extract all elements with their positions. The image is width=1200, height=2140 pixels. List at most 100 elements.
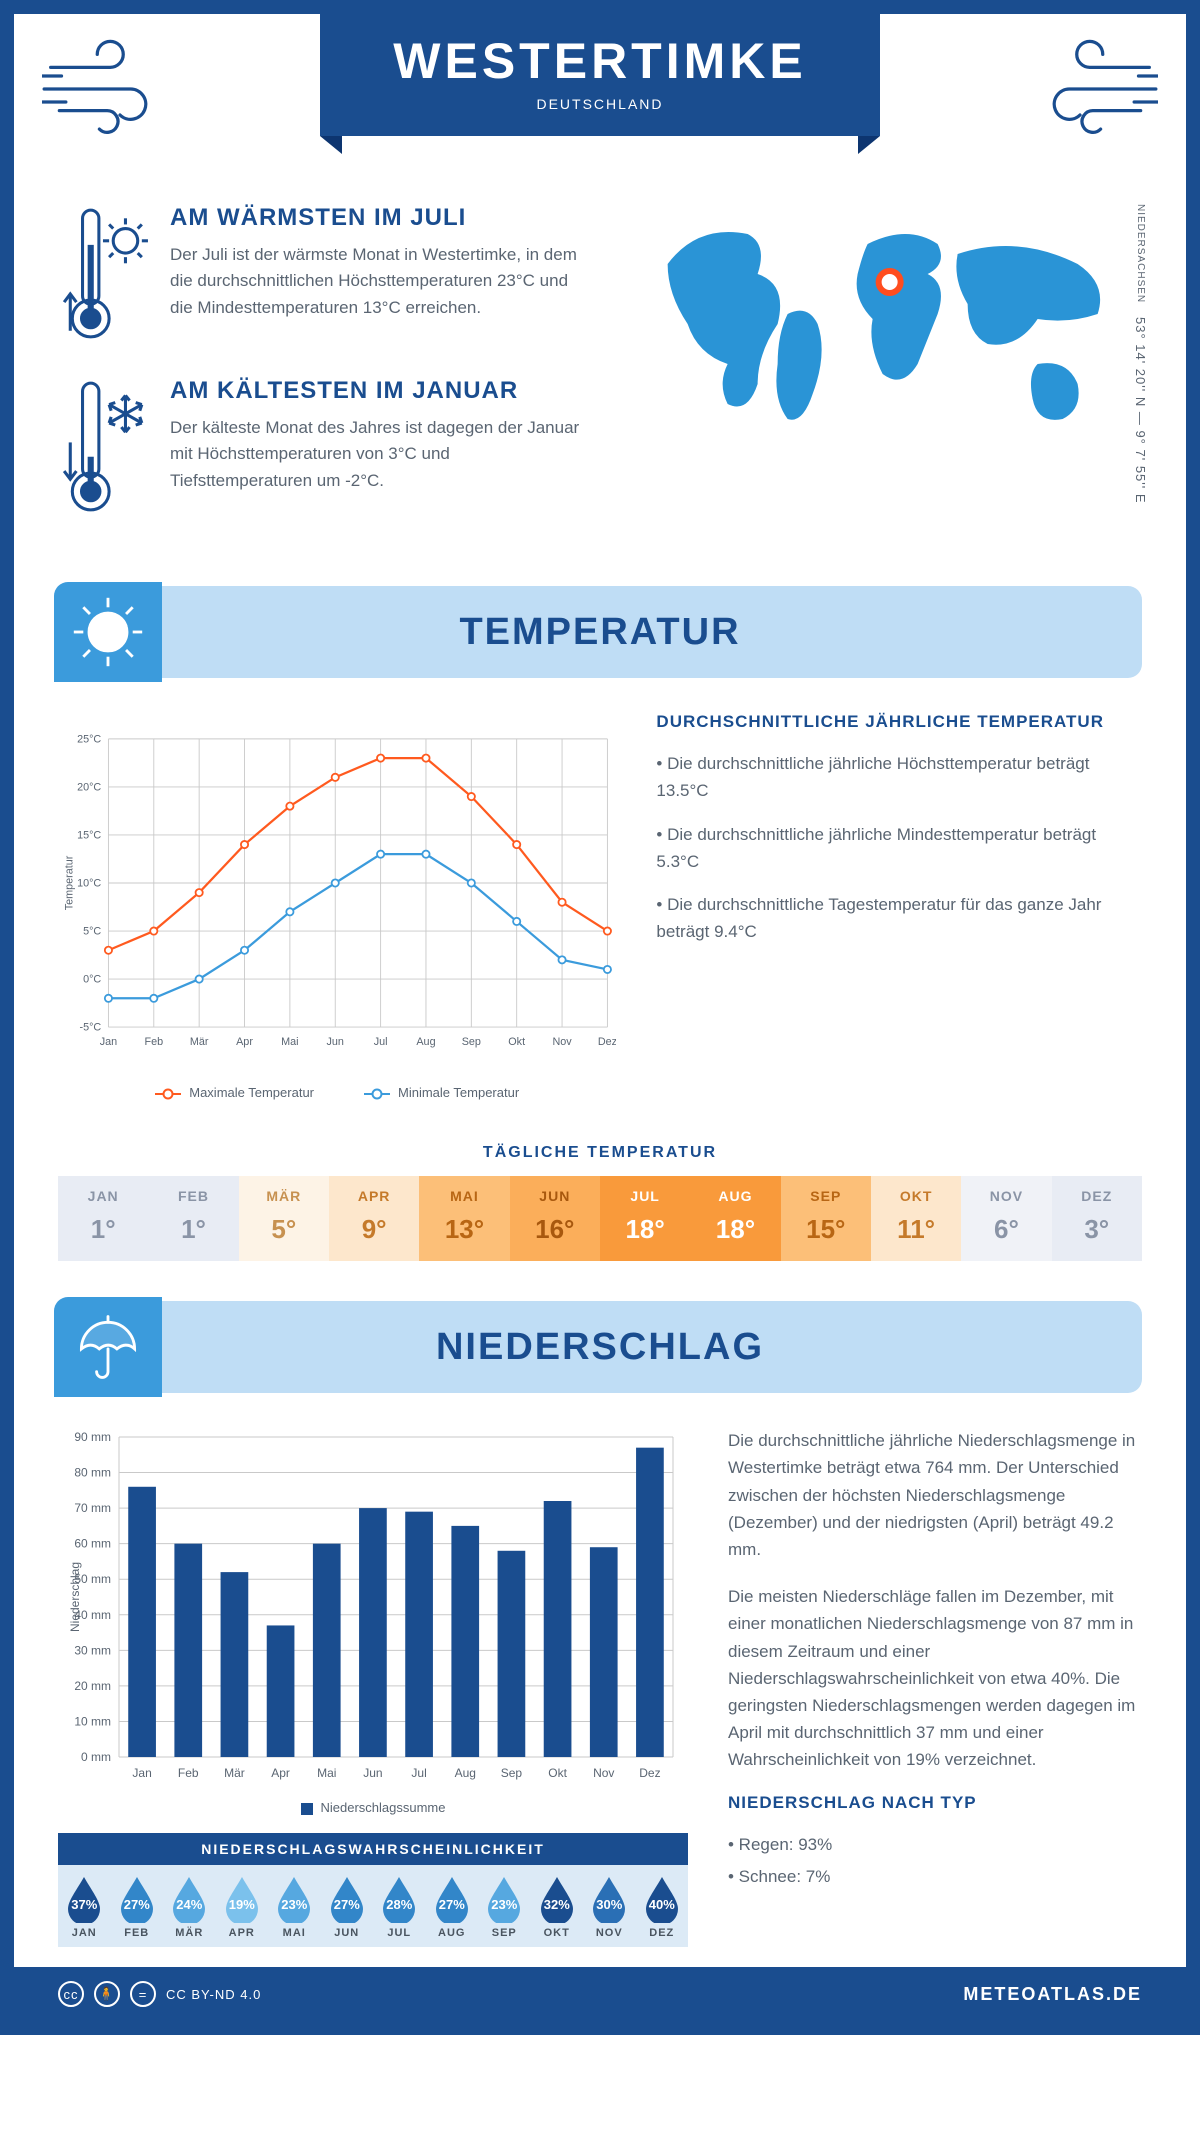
- svg-text:60 mm: 60 mm: [74, 1537, 111, 1551]
- svg-text:10 mm: 10 mm: [74, 1715, 111, 1729]
- section-title: NIEDERSCHLAG: [436, 1326, 764, 1369]
- world-map-icon: [633, 204, 1142, 464]
- header: WESTERTIMKE DEUTSCHLAND: [14, 14, 1186, 194]
- fact-title: AM KÄLTESTEN IM JANUAR: [170, 377, 593, 405]
- prob-cell: 27% FEB: [111, 1865, 164, 1947]
- svg-text:Dez: Dez: [598, 1036, 617, 1048]
- section-header-temperature: TEMPERATUR: [58, 586, 1142, 678]
- daily-temp-title: TÄGLICHE TEMPERATUR: [14, 1144, 1186, 1162]
- prob-cell: 24% MÄR: [163, 1865, 216, 1947]
- raindrop-icon: 30%: [589, 1875, 629, 1923]
- thermometer-cold-icon: [58, 377, 150, 520]
- daily-cell: MAI13°: [419, 1176, 509, 1261]
- raindrop-icon: 27%: [117, 1875, 157, 1923]
- wind-icon: [1028, 34, 1158, 144]
- location-country: DEUTSCHLAND: [320, 96, 880, 112]
- daily-cell: DEZ3°: [1052, 1176, 1142, 1261]
- sun-icon: [54, 582, 162, 682]
- section-title: TEMPERATUR: [459, 611, 740, 654]
- svg-text:Apr: Apr: [271, 1766, 290, 1780]
- svg-text:Jun: Jun: [327, 1036, 344, 1048]
- svg-text:Niederschlag: Niederschlag: [68, 1562, 82, 1632]
- svg-text:Feb: Feb: [144, 1036, 163, 1048]
- precip-chart: 0 mm10 mm20 mm30 mm40 mm50 mm60 mm70 mm8…: [58, 1427, 688, 1947]
- precip-summary: Die durchschnittliche jährliche Niedersc…: [728, 1427, 1142, 1947]
- precip-block: 0 mm10 mm20 mm30 mm40 mm50 mm60 mm70 mm8…: [14, 1393, 1186, 1967]
- svg-text:5°C: 5°C: [83, 926, 101, 938]
- svg-text:Mai: Mai: [317, 1766, 336, 1780]
- raindrop-icon: 23%: [274, 1875, 314, 1923]
- daily-cell: JUN16°: [510, 1176, 600, 1261]
- raindrop-icon: 32%: [537, 1875, 577, 1923]
- svg-text:Mai: Mai: [281, 1036, 298, 1048]
- svg-text:Dez: Dez: [639, 1766, 660, 1780]
- map-area: NIEDERSACHSEN 53° 14' 20'' N — 9° 7' 55'…: [633, 204, 1142, 550]
- temperature-block: -5°C0°C5°C10°C15°C20°C25°CJanFebMärAprMa…: [14, 678, 1186, 1120]
- footer: cc 🧍 = CC BY-ND 4.0 METEOATLAS.DE: [14, 1967, 1186, 2021]
- brand: METEOATLAS.DE: [963, 1984, 1142, 2005]
- license: cc 🧍 = CC BY-ND 4.0: [58, 1981, 261, 2007]
- chart-legend: Maximale Temperatur Minimale Temperatur: [58, 1085, 616, 1100]
- daily-cell: SEP15°: [781, 1176, 871, 1261]
- svg-text:20°C: 20°C: [77, 782, 101, 794]
- location-title: WESTERTIMKE: [320, 32, 880, 90]
- svg-text:Sep: Sep: [462, 1036, 481, 1048]
- svg-text:Aug: Aug: [455, 1766, 476, 1780]
- daily-cell: OKT11°: [871, 1176, 961, 1261]
- raindrop-icon: 27%: [327, 1875, 367, 1923]
- facts: AM WÄRMSTEN IM JULI Der Juli ist der wär…: [58, 204, 593, 550]
- svg-text:70 mm: 70 mm: [74, 1501, 111, 1515]
- svg-text:0 mm: 0 mm: [81, 1750, 111, 1764]
- svg-text:30 mm: 30 mm: [74, 1644, 111, 1658]
- prob-strip: 37% JAN 27% FEB 24% MÄR 19%: [58, 1865, 688, 1947]
- svg-text:Nov: Nov: [552, 1036, 572, 1048]
- fact-title: AM WÄRMSTEN IM JULI: [170, 204, 593, 232]
- svg-text:Mär: Mär: [224, 1766, 245, 1780]
- banner: WESTERTIMKE DEUTSCHLAND: [320, 14, 880, 136]
- raindrop-icon: 37%: [64, 1875, 104, 1923]
- summary-bullet: • Die durchschnittliche jährliche Höchst…: [656, 750, 1142, 804]
- svg-text:10°C: 10°C: [77, 878, 101, 890]
- prob-cell: 23% MAI: [268, 1865, 321, 1947]
- temperature-summary: DURCHSCHNITTLICHE JÄHRLICHE TEMPERATUR •…: [656, 712, 1142, 1100]
- section-header-precip: NIEDERSCHLAG: [58, 1301, 1142, 1393]
- raindrop-icon: 23%: [484, 1875, 524, 1923]
- svg-text:Jul: Jul: [374, 1036, 388, 1048]
- temperature-chart: -5°C0°C5°C10°C15°C20°C25°CJanFebMärAprMa…: [58, 712, 616, 1100]
- fact-coldest: AM KÄLTESTEN IM JANUAR Der kälteste Mona…: [58, 377, 593, 520]
- svg-text:Jan: Jan: [132, 1766, 151, 1780]
- raindrop-icon: 40%: [642, 1875, 682, 1923]
- svg-text:20 mm: 20 mm: [74, 1679, 111, 1693]
- daily-temp-strip: JAN1° FEB1° MÄR5° APR9° MAI13° JUN16° JU…: [58, 1176, 1142, 1261]
- by-icon: 🧍: [94, 1981, 120, 2007]
- precip-type: • Regen: 93%: [728, 1831, 1142, 1858]
- raindrop-icon: 28%: [379, 1875, 419, 1923]
- infographic: WESTERTIMKE DEUTSCHLAND AM WÄRMSTEN IM J…: [0, 0, 1200, 2035]
- prob-cell: 30% NOV: [583, 1865, 636, 1947]
- svg-text:Temperatur: Temperatur: [63, 856, 75, 911]
- svg-text:-5°C: -5°C: [80, 1022, 102, 1034]
- prob-cell: 40% DEZ: [636, 1865, 689, 1947]
- chart-legend: Niederschlagssumme: [58, 1800, 688, 1815]
- svg-text:80 mm: 80 mm: [74, 1466, 111, 1480]
- svg-text:Jul: Jul: [411, 1766, 426, 1780]
- svg-text:15°C: 15°C: [77, 830, 101, 842]
- cc-icon: cc: [58, 1981, 84, 2007]
- thermometer-hot-icon: [58, 204, 150, 347]
- daily-cell: NOV6°: [961, 1176, 1051, 1261]
- prob-cell: 27% JUN: [321, 1865, 374, 1947]
- svg-text:Apr: Apr: [236, 1036, 253, 1048]
- umbrella-icon: [54, 1297, 162, 1397]
- precip-type: • Schnee: 7%: [728, 1863, 1142, 1890]
- svg-text:90 mm: 90 mm: [74, 1430, 111, 1444]
- svg-text:0°C: 0°C: [83, 974, 101, 986]
- raindrop-icon: 24%: [169, 1875, 209, 1923]
- svg-text:Aug: Aug: [416, 1036, 435, 1048]
- raindrop-icon: 27%: [432, 1875, 472, 1923]
- daily-cell: MÄR5°: [239, 1176, 329, 1261]
- fact-warmest: AM WÄRMSTEN IM JULI Der Juli ist der wär…: [58, 204, 593, 347]
- precip-type-title: NIEDERSCHLAG NACH TYP: [728, 1793, 1142, 1813]
- nd-icon: =: [130, 1981, 156, 2007]
- summary-para: Die meisten Niederschläge fallen im Deze…: [728, 1583, 1142, 1773]
- fact-body: Der Juli ist der wärmste Monat in Wester…: [170, 242, 593, 321]
